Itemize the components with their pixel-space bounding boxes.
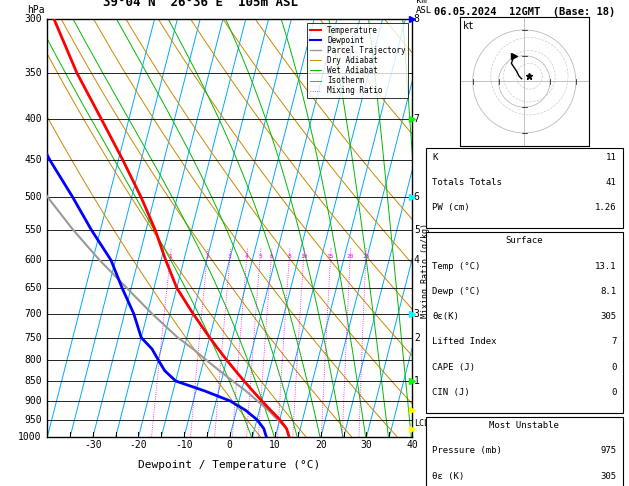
Text: 1: 1	[168, 254, 172, 259]
Text: 950: 950	[24, 415, 42, 425]
Text: 5: 5	[258, 254, 262, 259]
Text: 11: 11	[606, 153, 616, 162]
Text: -20: -20	[130, 440, 147, 450]
Text: Pressure (mb): Pressure (mb)	[432, 446, 502, 455]
Text: km
ASL: km ASL	[416, 0, 431, 15]
Text: 550: 550	[24, 225, 42, 235]
Text: 850: 850	[24, 376, 42, 386]
Text: 2: 2	[414, 332, 420, 343]
Bar	[426, 417, 623, 486]
Text: CAPE (J): CAPE (J)	[432, 363, 475, 372]
Text: 500: 500	[24, 192, 42, 202]
Text: 350: 350	[24, 68, 42, 78]
Text: Dewp (°C): Dewp (°C)	[432, 287, 481, 296]
Text: 3: 3	[228, 254, 231, 259]
Text: Lifted Index: Lifted Index	[432, 337, 497, 347]
Text: K: K	[432, 153, 438, 162]
Text: 900: 900	[24, 396, 42, 406]
Text: Temp (°C): Temp (°C)	[432, 261, 481, 271]
Text: Most Unstable: Most Unstable	[489, 421, 559, 430]
Text: 5: 5	[414, 225, 420, 235]
Text: 600: 600	[24, 255, 42, 265]
Text: 41: 41	[606, 178, 616, 187]
Text: 2: 2	[205, 254, 209, 259]
Text: 20: 20	[347, 254, 354, 259]
Text: 8: 8	[287, 254, 291, 259]
Text: 10: 10	[300, 254, 308, 259]
Text: Totals Totals: Totals Totals	[432, 178, 502, 187]
Text: 30: 30	[360, 440, 372, 450]
Text: 4: 4	[414, 255, 420, 265]
Text: Surface: Surface	[506, 236, 543, 245]
Text: © weatheronline.co.uk: © weatheronline.co.uk	[472, 472, 577, 481]
Text: 39°04'N  26°36'E  105m ASL: 39°04'N 26°36'E 105m ASL	[103, 0, 298, 9]
Text: 0: 0	[611, 363, 616, 372]
Bar	[426, 232, 623, 413]
Text: 650: 650	[24, 283, 42, 293]
Text: θε (K): θε (K)	[432, 471, 464, 481]
Text: PW (cm): PW (cm)	[432, 203, 470, 212]
Text: 8.1: 8.1	[600, 287, 616, 296]
Text: -30: -30	[84, 440, 102, 450]
Text: 20: 20	[315, 440, 326, 450]
Text: 10: 10	[269, 440, 281, 450]
Text: LCL: LCL	[414, 419, 429, 428]
Text: 6: 6	[414, 192, 420, 202]
Text: 25: 25	[362, 254, 369, 259]
Text: 305: 305	[600, 312, 616, 321]
Text: 6: 6	[269, 254, 273, 259]
Text: 8: 8	[414, 15, 420, 24]
Text: 1.26: 1.26	[595, 203, 616, 212]
Text: 305: 305	[600, 471, 616, 481]
Text: 0: 0	[611, 388, 616, 397]
Text: 450: 450	[24, 155, 42, 165]
Text: CIN (J): CIN (J)	[432, 388, 470, 397]
Text: 975: 975	[600, 446, 616, 455]
Bar	[426, 148, 623, 228]
Text: 0: 0	[226, 440, 233, 450]
Text: 7: 7	[414, 114, 420, 124]
Text: 300: 300	[24, 15, 42, 24]
Text: 1000: 1000	[18, 433, 42, 442]
Text: 750: 750	[24, 332, 42, 343]
Text: 40: 40	[406, 440, 418, 450]
Text: 800: 800	[24, 355, 42, 365]
Text: 1: 1	[414, 376, 420, 386]
Text: Dewpoint / Temperature (°C): Dewpoint / Temperature (°C)	[138, 460, 321, 470]
Legend: Temperature, Dewpoint, Parcel Trajectory, Dry Adiabat, Wet Adiabat, Isotherm, Mi: Temperature, Dewpoint, Parcel Trajectory…	[308, 23, 408, 98]
Text: 15: 15	[326, 254, 334, 259]
Text: 06.05.2024  12GMT  (Base: 18): 06.05.2024 12GMT (Base: 18)	[433, 7, 615, 17]
Text: 13.1: 13.1	[595, 261, 616, 271]
Text: 3: 3	[414, 309, 420, 319]
Text: 7: 7	[611, 337, 616, 347]
Text: 400: 400	[24, 114, 42, 124]
Text: 4: 4	[245, 254, 248, 259]
Text: hPa: hPa	[27, 5, 45, 15]
Text: 700: 700	[24, 309, 42, 319]
Text: -10: -10	[175, 440, 193, 450]
Text: θε(K): θε(K)	[432, 312, 459, 321]
Text: Mixing Ratio (g/kg): Mixing Ratio (g/kg)	[421, 223, 430, 318]
